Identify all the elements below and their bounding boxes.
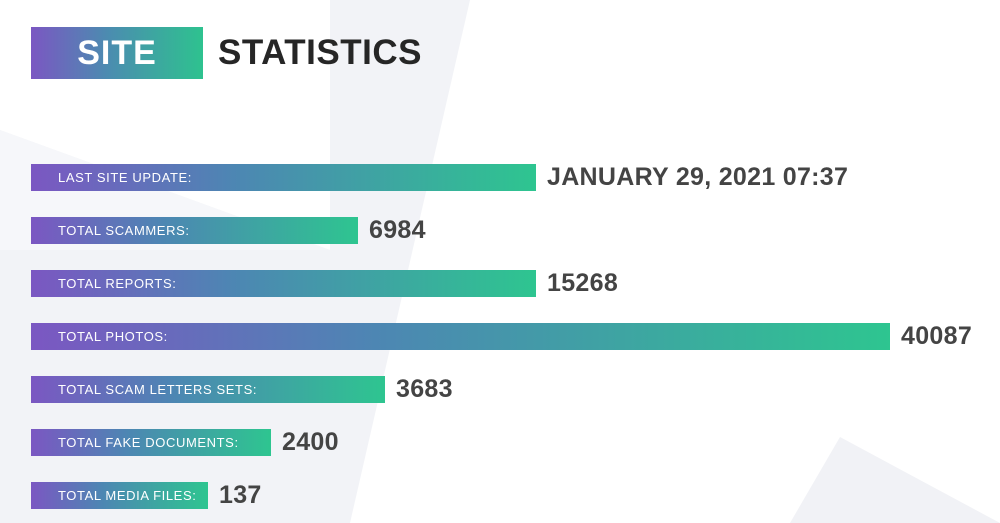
stat-bar: TOTAL MEDIA FILES:: [31, 482, 208, 509]
stat-value: 15268: [547, 269, 619, 297]
stat-bar: TOTAL REPORTS:: [31, 270, 536, 297]
stat-row-reports: TOTAL REPORTS: 15268: [31, 269, 619, 297]
stat-value: 137: [219, 481, 262, 509]
stat-row-photos: TOTAL PHOTOS: 40087: [31, 322, 973, 350]
stat-label: TOTAL SCAMMERS:: [58, 223, 190, 238]
stat-bar: TOTAL FAKE DOCUMENTS:: [31, 429, 271, 456]
stat-label: TOTAL SCAM LETTERS SETS:: [58, 382, 258, 397]
stat-value: 3683: [396, 375, 453, 403]
page-title: SITE STATISTICS: [31, 27, 422, 79]
stat-label: TOTAL MEDIA FILES:: [58, 488, 197, 503]
stat-label: LAST SITE UPDATE:: [58, 170, 192, 185]
stat-label: TOTAL PHOTOS:: [58, 329, 168, 344]
stat-row-media-files: TOTAL MEDIA FILES: 137: [31, 481, 262, 509]
title-highlight-box: SITE: [31, 27, 203, 79]
stat-label: TOTAL FAKE DOCUMENTS:: [58, 435, 239, 450]
stat-value: 40087: [901, 322, 973, 350]
stat-row-fake-documents: TOTAL FAKE DOCUMENTS: 2400: [31, 428, 339, 456]
stat-value: 6984: [369, 216, 426, 244]
stat-bar: TOTAL SCAM LETTERS SETS:: [31, 376, 385, 403]
stat-bar: LAST SITE UPDATE:: [31, 164, 536, 191]
title-highlight-text: SITE: [77, 33, 157, 72]
stat-value: JANUARY 29, 2021 07:37: [547, 163, 849, 191]
stat-row-scam-letters: TOTAL SCAM LETTERS SETS: 3683: [31, 375, 453, 403]
title-text: STATISTICS: [218, 33, 422, 72]
stat-row-scammers: TOTAL SCAMMERS: 6984: [31, 216, 426, 244]
stat-value: 2400: [282, 428, 339, 456]
stat-label: TOTAL REPORTS:: [58, 276, 177, 291]
stat-row-last-update: LAST SITE UPDATE: JANUARY 29, 2021 07:37: [31, 163, 849, 191]
stat-bar: TOTAL PHOTOS:: [31, 323, 890, 350]
stat-bar: TOTAL SCAMMERS:: [31, 217, 358, 244]
